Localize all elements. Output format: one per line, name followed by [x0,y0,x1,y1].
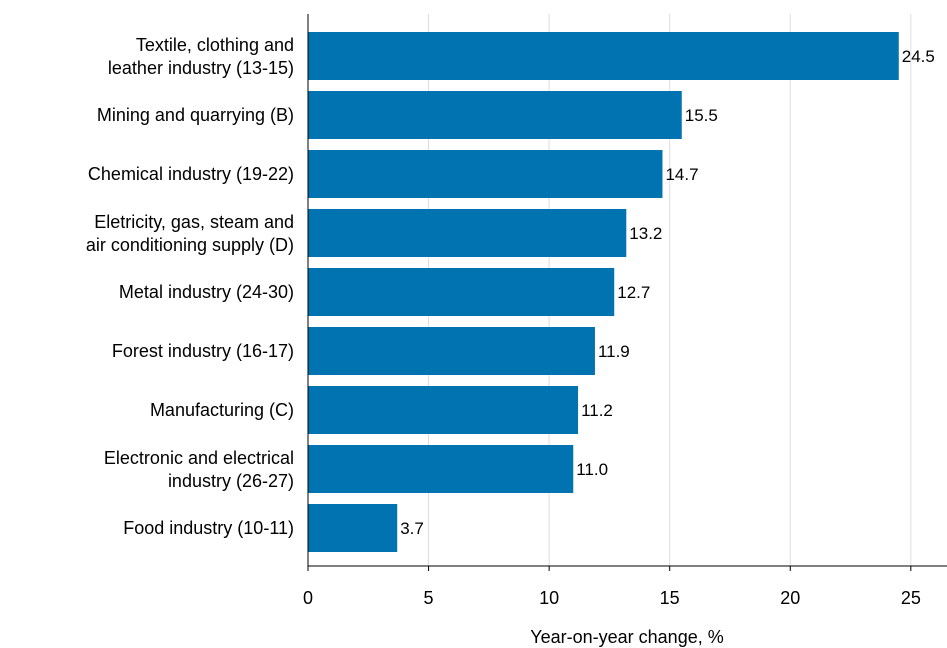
category-label: Manufacturing (C) [150,400,294,420]
category-label: Eletricity, gas, steam and air conditioni… [86,212,294,255]
category-label-line: Chemical industry (19-22) [88,164,294,184]
x-tick-label: 15 [660,588,680,608]
x-axis-title: Year-on-year change, % [530,627,723,647]
bar-value-label: 13.2 [629,224,662,243]
category-label-line: Metal industry (24-30) [119,282,294,302]
bar-value-label: 11.9 [598,342,630,361]
category-label-line: Textile, clothing and [136,35,294,55]
bar-value-label: 11.2 [581,401,613,420]
category-label: Forest industry (16-17) [112,341,294,361]
bar-value-label: 12.7 [617,283,650,302]
bar-layer [308,32,899,552]
bar [308,91,682,139]
x-tick-label: 5 [424,588,434,608]
x-tick-label: 10 [539,588,559,608]
axis-layer [307,14,947,571]
category-label-line: Manufacturing (C) [150,400,294,420]
x-tick-label: 20 [780,588,800,608]
category-label-line: leather industry (13-15) [108,58,294,78]
bar-value-label: 15.5 [685,106,718,125]
bar [308,445,574,493]
bar [308,504,398,552]
category-label-line: Electronic and electrical [104,448,294,468]
category-label-line: industry (26-27) [168,471,294,491]
category-label: Chemical industry (19-22) [88,164,294,184]
label-layer: 0 5 10 15 20 25 24.5 Textile, clothing and leath… [86,35,935,608]
category-label-line: Food industry (10-11) [123,518,294,538]
category-label: Metal industry (24-30) [119,282,294,302]
bar-value-label: 3.7 [400,519,424,538]
bar-value-label: 14.7 [665,165,698,184]
bar [308,386,579,434]
x-tick-label: 25 [901,588,921,608]
category-label-line: Eletricity, gas, steam and [94,212,294,232]
bar [308,209,627,257]
category-label: Mining and quarrying (B) [97,105,294,125]
category-label-line: air conditioning supply (D) [86,235,294,255]
bar [308,32,899,80]
bar [308,150,663,198]
bar [308,327,595,375]
category-label: Electronic and electrical industry (26-27… [104,448,294,491]
category-label: Food industry (10-11) [123,518,294,538]
bar-value-label: 24.5 [902,47,935,66]
category-label: Textile, clothing and leather industry (1… [108,35,294,78]
category-label-line: Forest industry (16-17) [112,341,294,361]
x-tick-label: 0 [303,588,313,608]
bar-value-label: 11.0 [576,460,608,479]
category-label-line: Mining and quarrying (B) [97,105,294,125]
bar [308,268,615,316]
